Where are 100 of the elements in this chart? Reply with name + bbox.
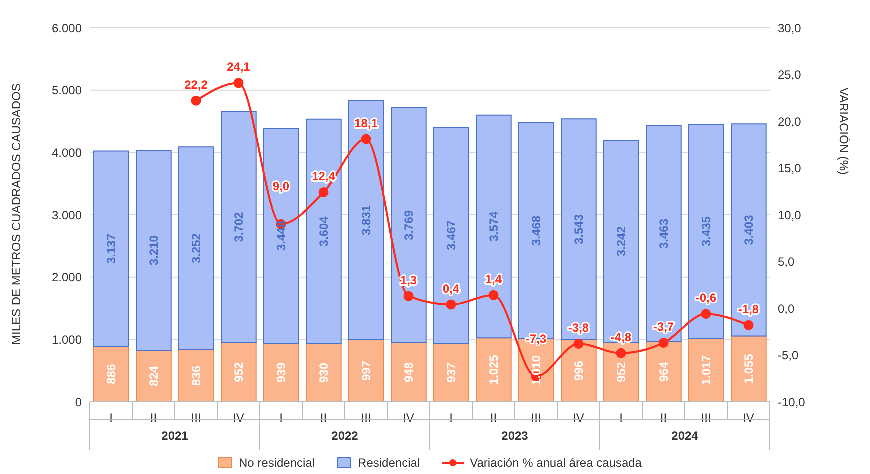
data-label: -0,6: [696, 291, 717, 306]
data-label: -3,7: [653, 320, 674, 334]
bar: [178, 146, 214, 350]
bar: [221, 342, 257, 402]
y2-axis-title: VARIACIÓN (%): [836, 88, 851, 175]
legend-label: Variación % anual área causada: [470, 456, 642, 470]
bar: [476, 338, 512, 402]
data-label: 3.403: [742, 214, 756, 246]
data-label: 3.604: [316, 216, 331, 247]
point: [574, 339, 584, 350]
point: [318, 188, 329, 198]
data-label: 3.252: [189, 233, 204, 264]
legend-label: No residencial: [239, 456, 316, 470]
bar: [688, 338, 724, 402]
y-tick-label: 6.000: [52, 21, 82, 36]
bar: [476, 114, 512, 339]
data-label: 1.055: [742, 354, 756, 384]
point: [446, 300, 456, 310]
bar: [731, 336, 767, 402]
y-tick-label: 2.000: [52, 270, 82, 285]
bar: [391, 107, 427, 344]
bar: [391, 342, 427, 402]
data-label: 939: [274, 362, 288, 383]
legend-label: Residencial: [358, 456, 420, 470]
y-tick-label: 4.000: [52, 146, 82, 160]
point: [191, 96, 202, 106]
bar: [136, 350, 172, 402]
point: [488, 290, 499, 300]
point: [658, 338, 669, 348]
point: [701, 309, 712, 320]
bar: [434, 126, 470, 344]
data-label: 3.468: [529, 216, 544, 246]
bar: [731, 124, 767, 337]
data-label: 3.543: [572, 214, 586, 245]
bar: [434, 343, 470, 402]
y-tick-label: 5.000: [52, 84, 82, 98]
y2-tick-label: 25,0: [778, 68, 802, 82]
data-label: 3.448: [274, 220, 288, 252]
data-label: 3.242: [614, 226, 628, 257]
data-label: 3.574: [486, 211, 501, 242]
data-label: 3.210: [146, 235, 161, 266]
y2-tick-label: 10,0: [778, 208, 802, 222]
data-label: 3.463: [656, 218, 671, 249]
text: 2024: [672, 429, 699, 443]
data-label: 3.702: [232, 212, 246, 242]
bar: [306, 344, 342, 402]
data-label: -7,3: [526, 332, 547, 346]
y2-tick-label: 0,0: [778, 302, 796, 316]
point: [744, 320, 754, 330]
data-label: 18,1: [354, 116, 378, 130]
text: 2023: [502, 429, 529, 443]
data-label: 12,4: [312, 170, 336, 184]
data-label: 937: [444, 362, 458, 383]
bar: [561, 118, 597, 340]
bar: [264, 128, 300, 344]
bar: [94, 150, 130, 348]
data-label: 1.017: [699, 354, 714, 386]
data-label: 9,0: [272, 179, 290, 194]
bar: [561, 339, 597, 402]
point: [361, 134, 372, 144]
data-label: 997: [359, 360, 374, 381]
bar: [604, 342, 640, 402]
point: [404, 291, 414, 302]
data-label: 824: [146, 366, 161, 386]
data-label: 3.435: [699, 216, 714, 247]
data-label: 836: [189, 366, 204, 386]
bar: [604, 140, 640, 344]
data-label: 3.467: [444, 220, 458, 251]
point: [616, 348, 626, 358]
data-label: 3.831: [359, 205, 374, 236]
data-label: 1.025: [486, 354, 501, 386]
y2-tick-label: 15,0: [778, 162, 802, 176]
text: 2022: [332, 429, 359, 443]
bar: [94, 346, 130, 402]
y-tick-label: 1.000: [52, 332, 82, 347]
y-tick-label: 0: [75, 395, 82, 410]
bar: [264, 342, 300, 402]
data-label: 24,1: [227, 60, 251, 74]
data-label: 996: [572, 360, 586, 381]
y2-tick-label: -10,0: [778, 395, 806, 410]
bar: [306, 118, 342, 345]
y2-tick-label: -5,0: [778, 348, 800, 363]
y-tick-label: 3.000: [52, 208, 82, 222]
bar: [221, 111, 257, 344]
bar: [136, 150, 172, 352]
data-label: 952: [232, 362, 246, 382]
data-label: 22,2: [184, 78, 208, 92]
data-label: -4,8: [610, 330, 632, 344]
data-label: 886: [104, 364, 118, 384]
bar: [688, 124, 724, 340]
data-label: 0,4: [442, 282, 460, 296]
data-label: 964: [656, 362, 671, 382]
data-label: 930: [316, 362, 331, 384]
data-label: 1.010: [529, 355, 544, 386]
bar: [646, 126, 682, 342]
data-label: 3.137: [104, 234, 118, 264]
text: 2021: [162, 429, 189, 443]
bar: [348, 100, 384, 340]
y2-tick-label: 20,0: [778, 114, 802, 129]
data-label: -3,8: [568, 321, 590, 336]
